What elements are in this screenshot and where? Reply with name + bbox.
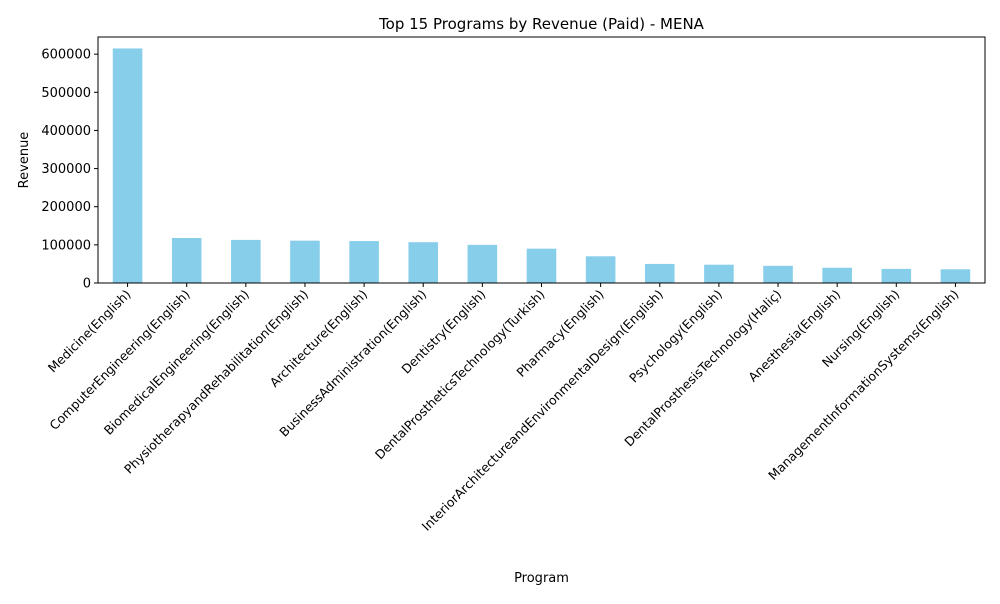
bar-1 [171, 238, 202, 283]
bar-2 [231, 239, 261, 283]
x-axis: Medicine(English)ComputerEngineering(Eng… [45, 283, 962, 534]
y-axis: 0 100000 200000 300000 400000 500000 600000 [41, 48, 98, 292]
bar-13 [881, 268, 912, 283]
y-tick-label-4: 400000 [41, 124, 91, 139]
bar-12 [822, 267, 852, 283]
bar-4 [349, 241, 379, 283]
bar-0 [112, 48, 143, 283]
bars-group [112, 48, 971, 283]
y-tick-label-0: 0 [83, 277, 91, 292]
bar-8 [585, 256, 616, 283]
bar-9 [644, 263, 675, 283]
y-tick-label-5: 500000 [41, 86, 91, 101]
bar-7 [526, 248, 557, 283]
y-axis-label: Revenue [17, 132, 32, 189]
bar-11 [763, 265, 793, 283]
chart-title: Top 15 Programs by Revenue (Paid) - MENA [378, 15, 705, 33]
bar-10 [704, 264, 734, 283]
y-tick-label-6: 600000 [41, 48, 91, 63]
plot-frame [97, 36, 986, 284]
bar-5 [408, 242, 439, 283]
y-tick-label-3: 300000 [41, 162, 91, 177]
y-tick-label-1: 100000 [41, 238, 91, 253]
x-tick-label-4: Architecture(English) [267, 287, 371, 391]
bar-6 [467, 244, 498, 283]
bar-14 [940, 269, 971, 283]
x-axis-label: Program [514, 571, 569, 586]
y-tick-label-2: 200000 [41, 200, 91, 215]
bar-3 [290, 240, 320, 283]
